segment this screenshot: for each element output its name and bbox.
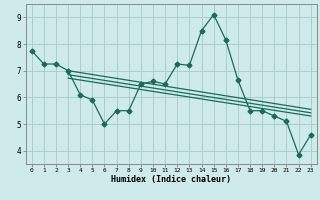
X-axis label: Humidex (Indice chaleur): Humidex (Indice chaleur) (111, 175, 231, 184)
